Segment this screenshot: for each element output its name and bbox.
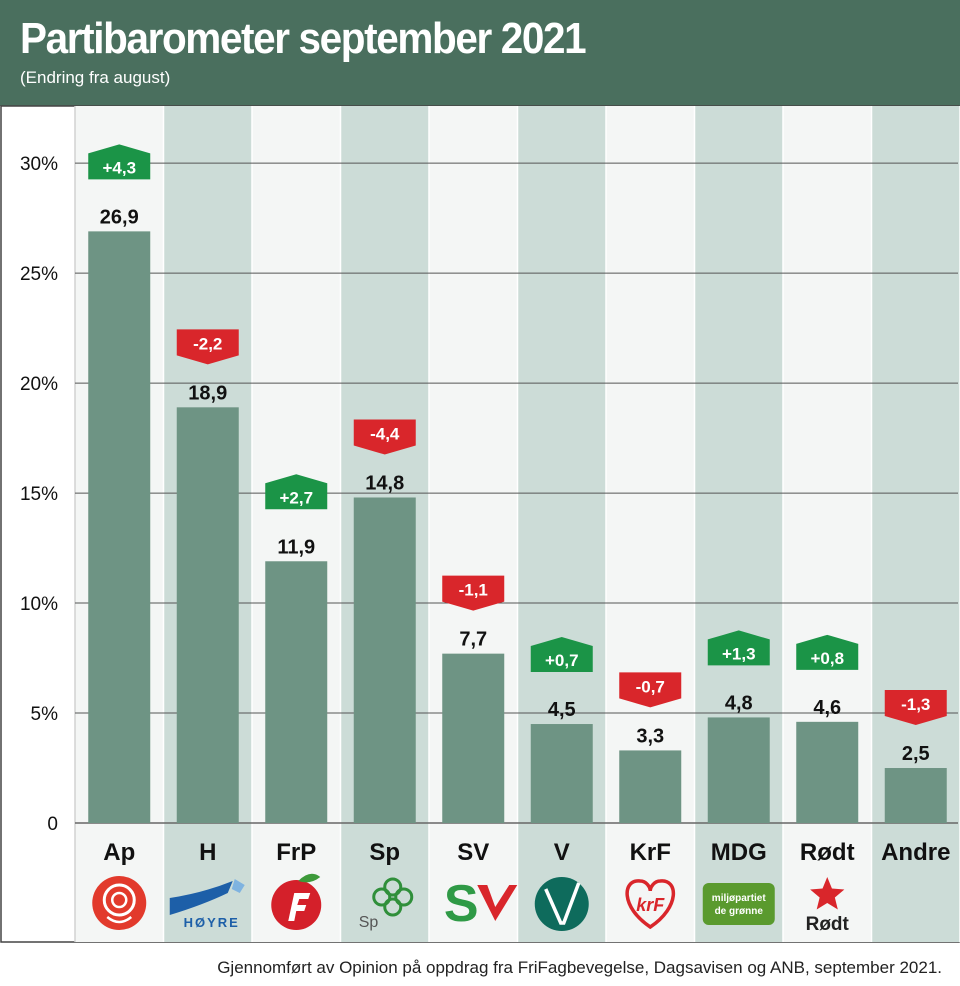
bar-sp [353, 497, 416, 823]
bar-rødt [796, 721, 859, 823]
venstre-v [544, 882, 581, 925]
mdg-text-line: de grønne [715, 906, 764, 917]
apple-leaf [298, 873, 321, 883]
mdg-text-line: miljøpartiet [712, 893, 767, 904]
category-label: Andre [881, 839, 950, 866]
bar-sv [442, 653, 505, 823]
y-tick-label: 0 [47, 814, 58, 835]
hoyre-wave-tip [231, 879, 245, 893]
change-label: -1,1 [459, 581, 488, 600]
change-label: +1,3 [722, 644, 756, 663]
bar-frp [265, 561, 328, 823]
change-label: -1,3 [901, 695, 930, 714]
header-banner: Partibarometer september 2021 (Endring f… [0, 0, 960, 106]
value-label: 4,6 [813, 697, 841, 719]
hoyre-wave-icon: HØYRE [169, 879, 245, 930]
rose-petal-ring [102, 883, 136, 917]
y-tick-label: 30% [20, 154, 58, 175]
category-label: H [199, 839, 216, 866]
krf-heart-icon: krF [625, 879, 675, 930]
value-label: 4,5 [548, 699, 576, 721]
source-note: Gjennomført av Opinion på oppdrag fra Fr… [217, 958, 942, 977]
category-label: FrP [276, 839, 316, 866]
value-label: 7,7 [459, 629, 487, 651]
rodt-star-icon: Rødt [806, 877, 850, 935]
clover-leaf [383, 877, 403, 897]
value-label: 2,5 [902, 743, 930, 765]
rodt-logo-text: Rødt [806, 914, 850, 935]
value-label: 26,9 [100, 206, 139, 228]
change-badge-down [619, 672, 682, 708]
category-label: Ap [103, 839, 135, 866]
change-label: -0,7 [636, 677, 665, 696]
frp-apple-icon [271, 873, 322, 930]
change-badge-up [707, 630, 770, 666]
value-label: 14,8 [365, 472, 404, 494]
value-label: 11,9 [277, 536, 315, 558]
sv-logo-icon: S [444, 875, 518, 933]
category-label: Sp [369, 839, 400, 866]
rodt-star [810, 877, 845, 910]
change-label: -4,4 [370, 424, 400, 443]
change-label: -2,2 [193, 334, 222, 353]
sv-v-mark [477, 885, 518, 921]
sp-logo-text: Sp [359, 914, 379, 931]
change-label: +4,3 [102, 158, 136, 177]
mdg-badge [702, 883, 775, 925]
bar-krf [619, 750, 682, 823]
clover-leaf [394, 887, 414, 907]
bar-h [176, 407, 239, 823]
change-badge-down [353, 419, 416, 455]
sp-clover-icon: Sp [359, 877, 414, 931]
value-label: 3,3 [636, 725, 664, 747]
change-badge-down [442, 575, 505, 611]
y-tick-label: 15% [20, 484, 58, 505]
bar-mdg [707, 717, 770, 823]
change-badge-down [176, 329, 239, 365]
y-tick-label: 5% [31, 704, 59, 725]
change-badge-up [530, 637, 593, 673]
value-label: 18,9 [188, 382, 227, 404]
y-tick-label: 25% [20, 264, 58, 285]
krf-logo-text: krF [636, 895, 665, 915]
rose-center [111, 891, 128, 909]
change-badge-up [265, 474, 328, 510]
ap-rose-icon [92, 876, 147, 930]
bar-v [530, 724, 593, 823]
clover-leaf [383, 897, 403, 917]
category-label: SV [457, 839, 489, 866]
rose-leaf [106, 916, 133, 924]
apple-f-mark [288, 893, 311, 921]
change-label: +0,7 [545, 651, 579, 670]
change-label: +2,7 [279, 488, 313, 507]
bar-ap [88, 231, 151, 823]
category-label: KrF [630, 839, 671, 866]
category-label: V [554, 839, 570, 866]
bar-andre [884, 768, 947, 823]
clover-leaf [372, 887, 392, 907]
mdg-leaf-icon: miljøpartiet de grønne [702, 883, 775, 925]
change-label: +0,8 [810, 649, 844, 668]
sv-s-letter: S [444, 875, 479, 933]
change-badge-up [796, 634, 859, 670]
chart-subtitle: (Endring fra august) [20, 68, 171, 87]
value-label: 4,8 [725, 692, 753, 714]
rose-disc [92, 876, 147, 930]
hoyre-logo-text: HØYRE [184, 915, 240, 930]
hoyre-wave [169, 881, 233, 915]
y-tick-label: 10% [20, 594, 58, 615]
chart-title: Partibarometer september 2021 [20, 14, 587, 63]
category-label: Rødt [800, 839, 855, 866]
change-badge-down [884, 690, 947, 726]
y-tick-label: 20% [20, 374, 58, 395]
krf-heart [625, 879, 675, 930]
change-badge-up [88, 144, 151, 180]
category-label: MDG [711, 839, 767, 866]
venstre-v-icon [534, 877, 589, 931]
